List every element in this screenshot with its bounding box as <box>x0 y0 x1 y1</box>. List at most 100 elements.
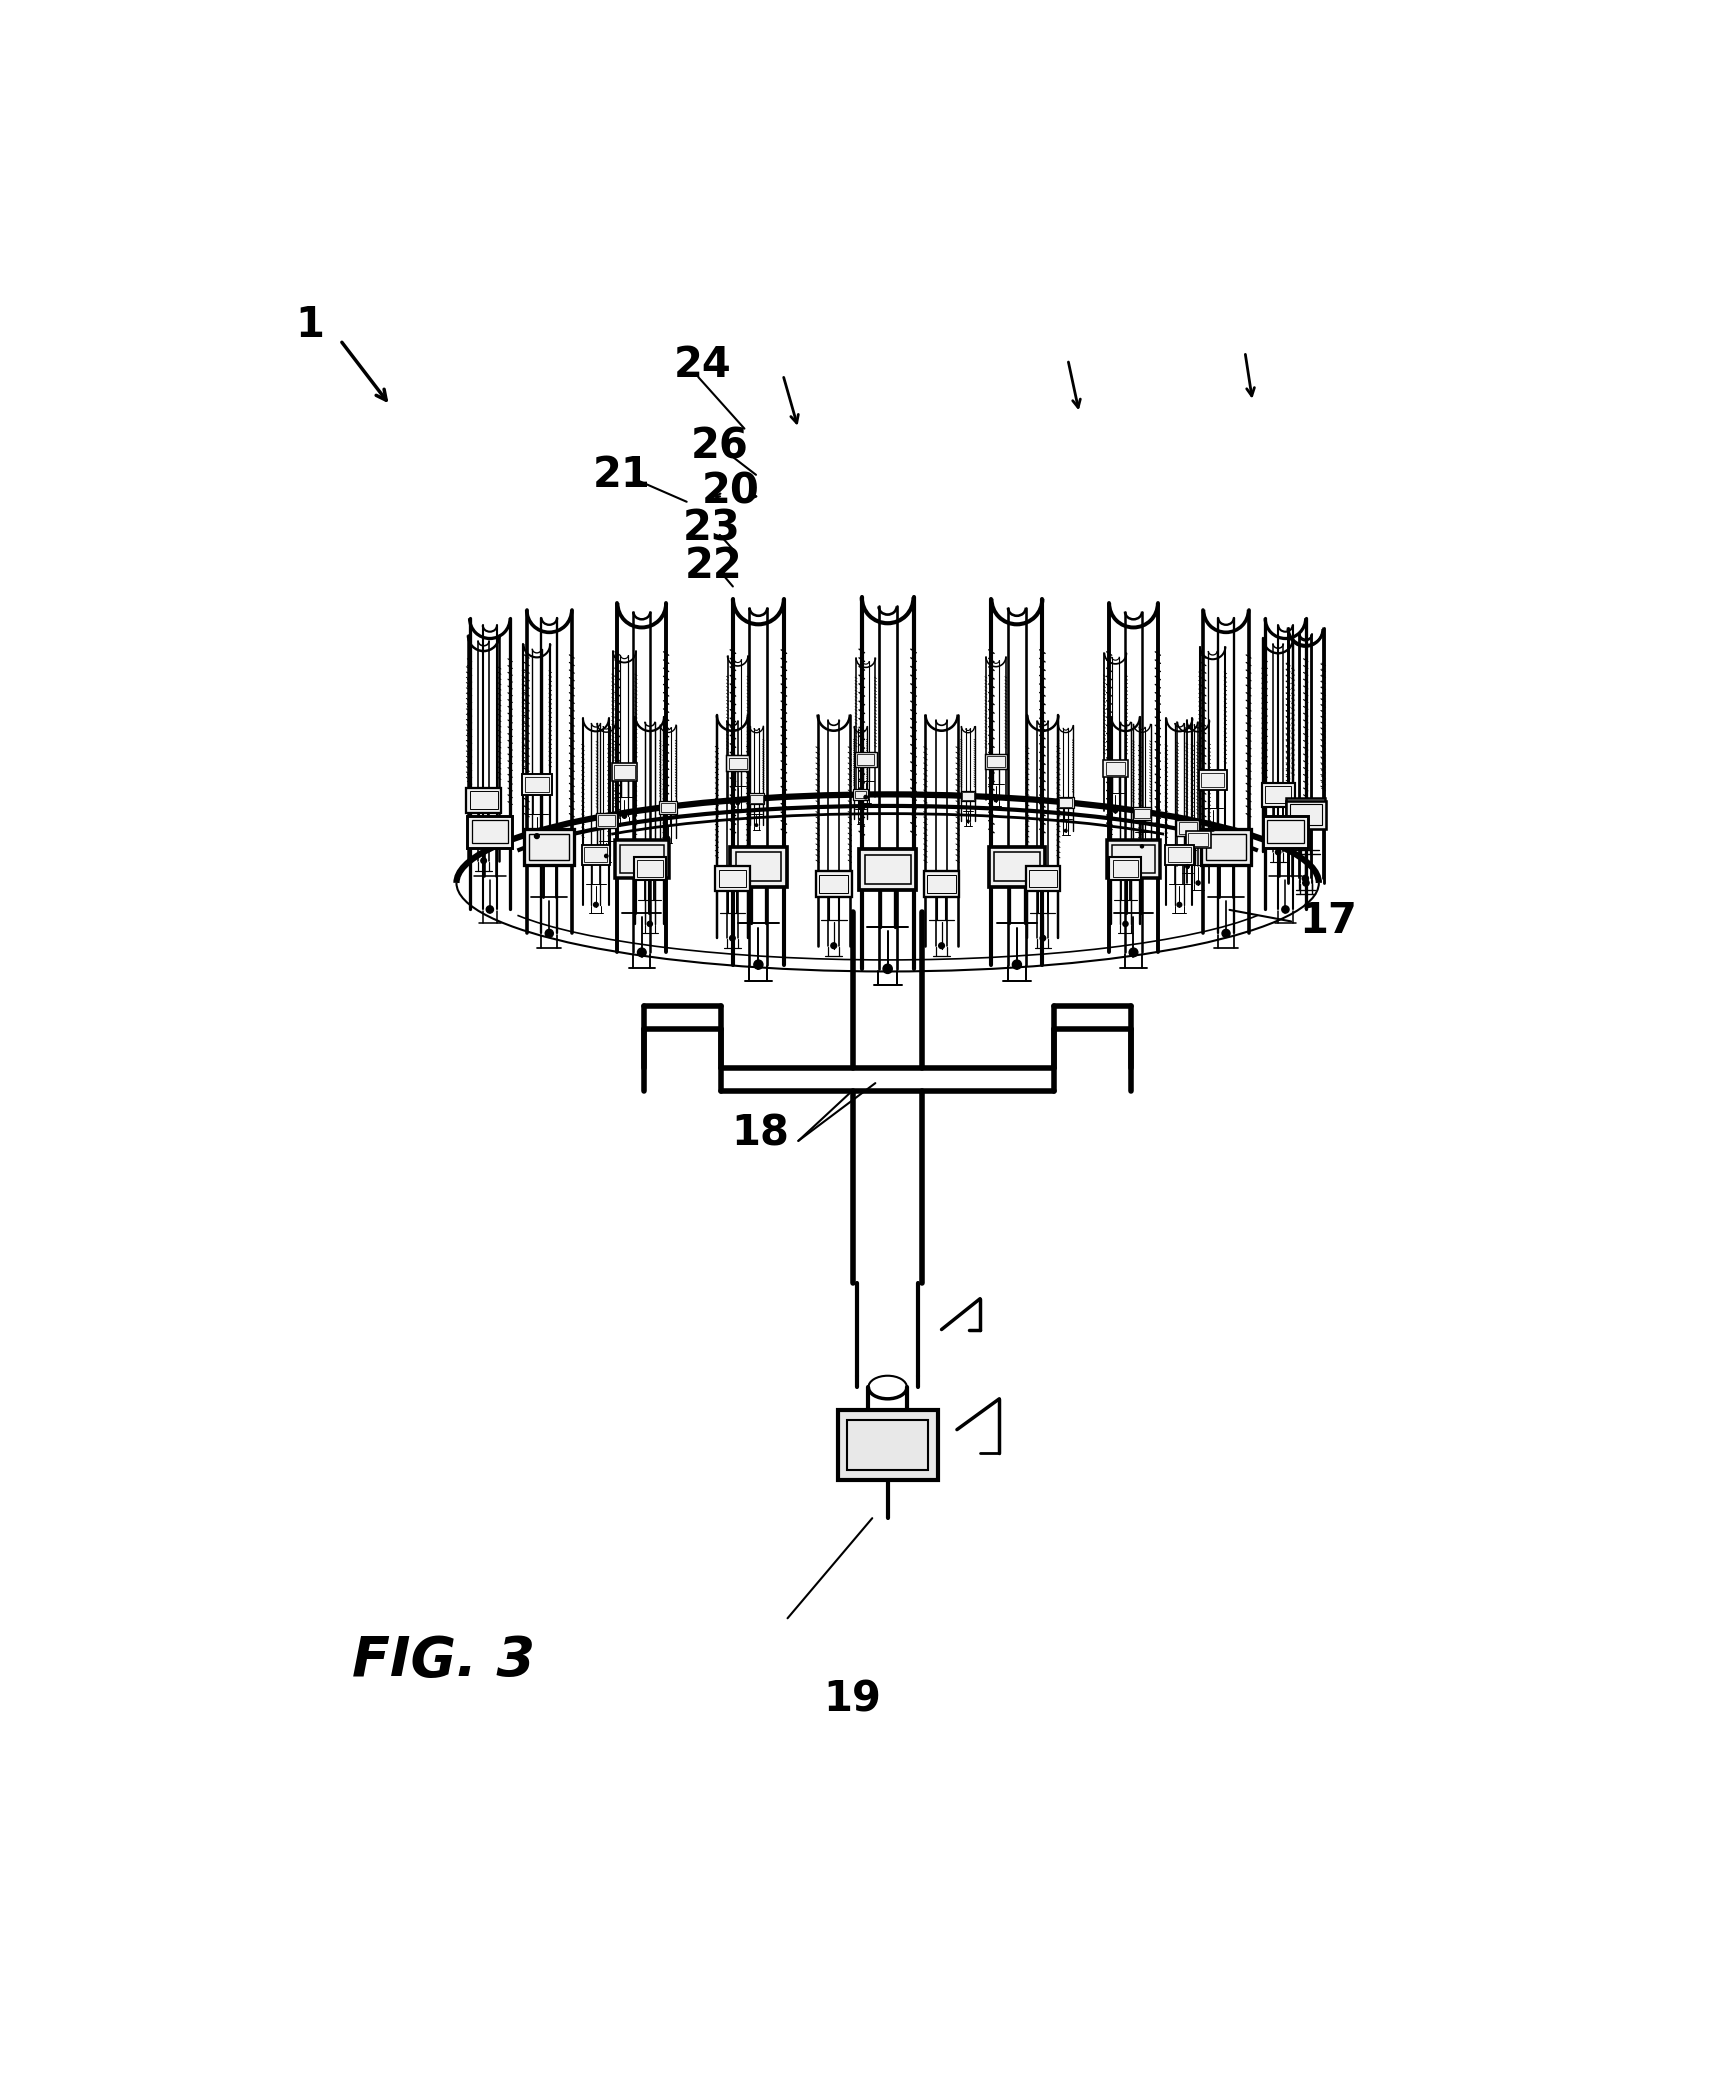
Bar <box>1103 761 1128 778</box>
Bar <box>1202 773 1225 788</box>
Bar <box>598 815 615 826</box>
Bar <box>596 813 617 828</box>
Bar <box>1268 820 1304 843</box>
Circle shape <box>1140 845 1143 849</box>
Circle shape <box>1122 922 1128 926</box>
Bar <box>986 755 1006 769</box>
Bar <box>1105 763 1126 776</box>
Bar <box>748 792 764 805</box>
Bar <box>1167 847 1192 861</box>
Bar <box>731 847 786 887</box>
Bar <box>1060 799 1072 807</box>
Bar <box>634 857 665 880</box>
Circle shape <box>1211 826 1214 832</box>
Bar <box>466 788 501 813</box>
Bar <box>620 845 663 872</box>
Bar <box>726 755 750 771</box>
Bar <box>584 847 608 861</box>
Circle shape <box>736 801 740 805</box>
Circle shape <box>1186 866 1190 868</box>
Circle shape <box>1282 905 1289 914</box>
Circle shape <box>1065 830 1067 832</box>
Circle shape <box>1197 880 1200 885</box>
Bar <box>961 790 975 801</box>
Bar <box>469 792 497 809</box>
Bar <box>1205 834 1245 859</box>
Circle shape <box>939 943 944 949</box>
Text: 22: 22 <box>684 545 743 587</box>
Bar <box>856 752 876 767</box>
Circle shape <box>1302 880 1309 887</box>
Bar <box>1176 820 1199 836</box>
Bar <box>715 866 750 891</box>
Circle shape <box>1178 903 1181 908</box>
Bar <box>1058 796 1074 809</box>
Bar <box>1112 859 1138 876</box>
Text: FIG. 3: FIG. 3 <box>352 1633 535 1687</box>
Circle shape <box>864 794 868 799</box>
Bar <box>854 790 868 799</box>
Bar <box>961 792 973 801</box>
Bar <box>838 1411 937 1480</box>
Circle shape <box>594 903 598 908</box>
Text: 1: 1 <box>294 304 324 346</box>
Text: 18: 18 <box>731 1113 788 1155</box>
Bar <box>1264 786 1292 803</box>
Bar <box>1287 801 1325 828</box>
Circle shape <box>753 960 764 968</box>
Bar <box>1178 822 1197 834</box>
Bar <box>525 778 549 792</box>
Bar <box>1199 769 1226 790</box>
Bar <box>1029 870 1057 887</box>
Bar <box>859 849 916 891</box>
Bar <box>857 755 875 765</box>
Circle shape <box>1114 809 1117 813</box>
Circle shape <box>667 836 670 838</box>
Bar <box>1166 845 1193 866</box>
Text: 20: 20 <box>701 472 760 514</box>
Bar <box>750 794 762 803</box>
Circle shape <box>994 799 998 803</box>
Circle shape <box>859 817 863 820</box>
Bar <box>660 801 677 813</box>
Circle shape <box>535 834 539 838</box>
Bar <box>471 820 507 843</box>
Bar <box>662 803 675 811</box>
Circle shape <box>1223 929 1230 937</box>
Bar <box>615 840 669 878</box>
Text: 19: 19 <box>823 1679 882 1721</box>
Bar <box>1112 845 1155 872</box>
Circle shape <box>729 935 734 941</box>
Circle shape <box>481 857 487 864</box>
Bar <box>637 859 663 876</box>
Circle shape <box>1041 935 1046 941</box>
Bar <box>1107 840 1160 878</box>
Bar <box>615 765 634 778</box>
Circle shape <box>1275 849 1280 855</box>
Circle shape <box>966 820 970 822</box>
Circle shape <box>755 824 757 826</box>
Bar <box>864 855 911 885</box>
Bar <box>736 853 781 880</box>
Bar <box>1290 805 1322 826</box>
Bar <box>923 872 960 897</box>
Bar <box>989 847 1044 887</box>
Bar <box>729 757 746 769</box>
Bar <box>1025 866 1060 891</box>
Bar <box>1133 807 1152 820</box>
Bar <box>525 830 575 864</box>
Circle shape <box>546 929 553 937</box>
Bar <box>719 870 746 887</box>
Bar <box>994 853 1039 880</box>
Circle shape <box>604 855 608 857</box>
Text: 17: 17 <box>1299 901 1356 943</box>
Circle shape <box>648 922 653 926</box>
Circle shape <box>637 947 646 956</box>
Bar <box>816 872 852 897</box>
Bar <box>611 763 637 782</box>
Bar <box>1134 809 1150 817</box>
Bar <box>1186 830 1211 849</box>
Bar <box>1110 857 1141 880</box>
Circle shape <box>1302 876 1308 882</box>
Bar <box>1290 803 1322 822</box>
